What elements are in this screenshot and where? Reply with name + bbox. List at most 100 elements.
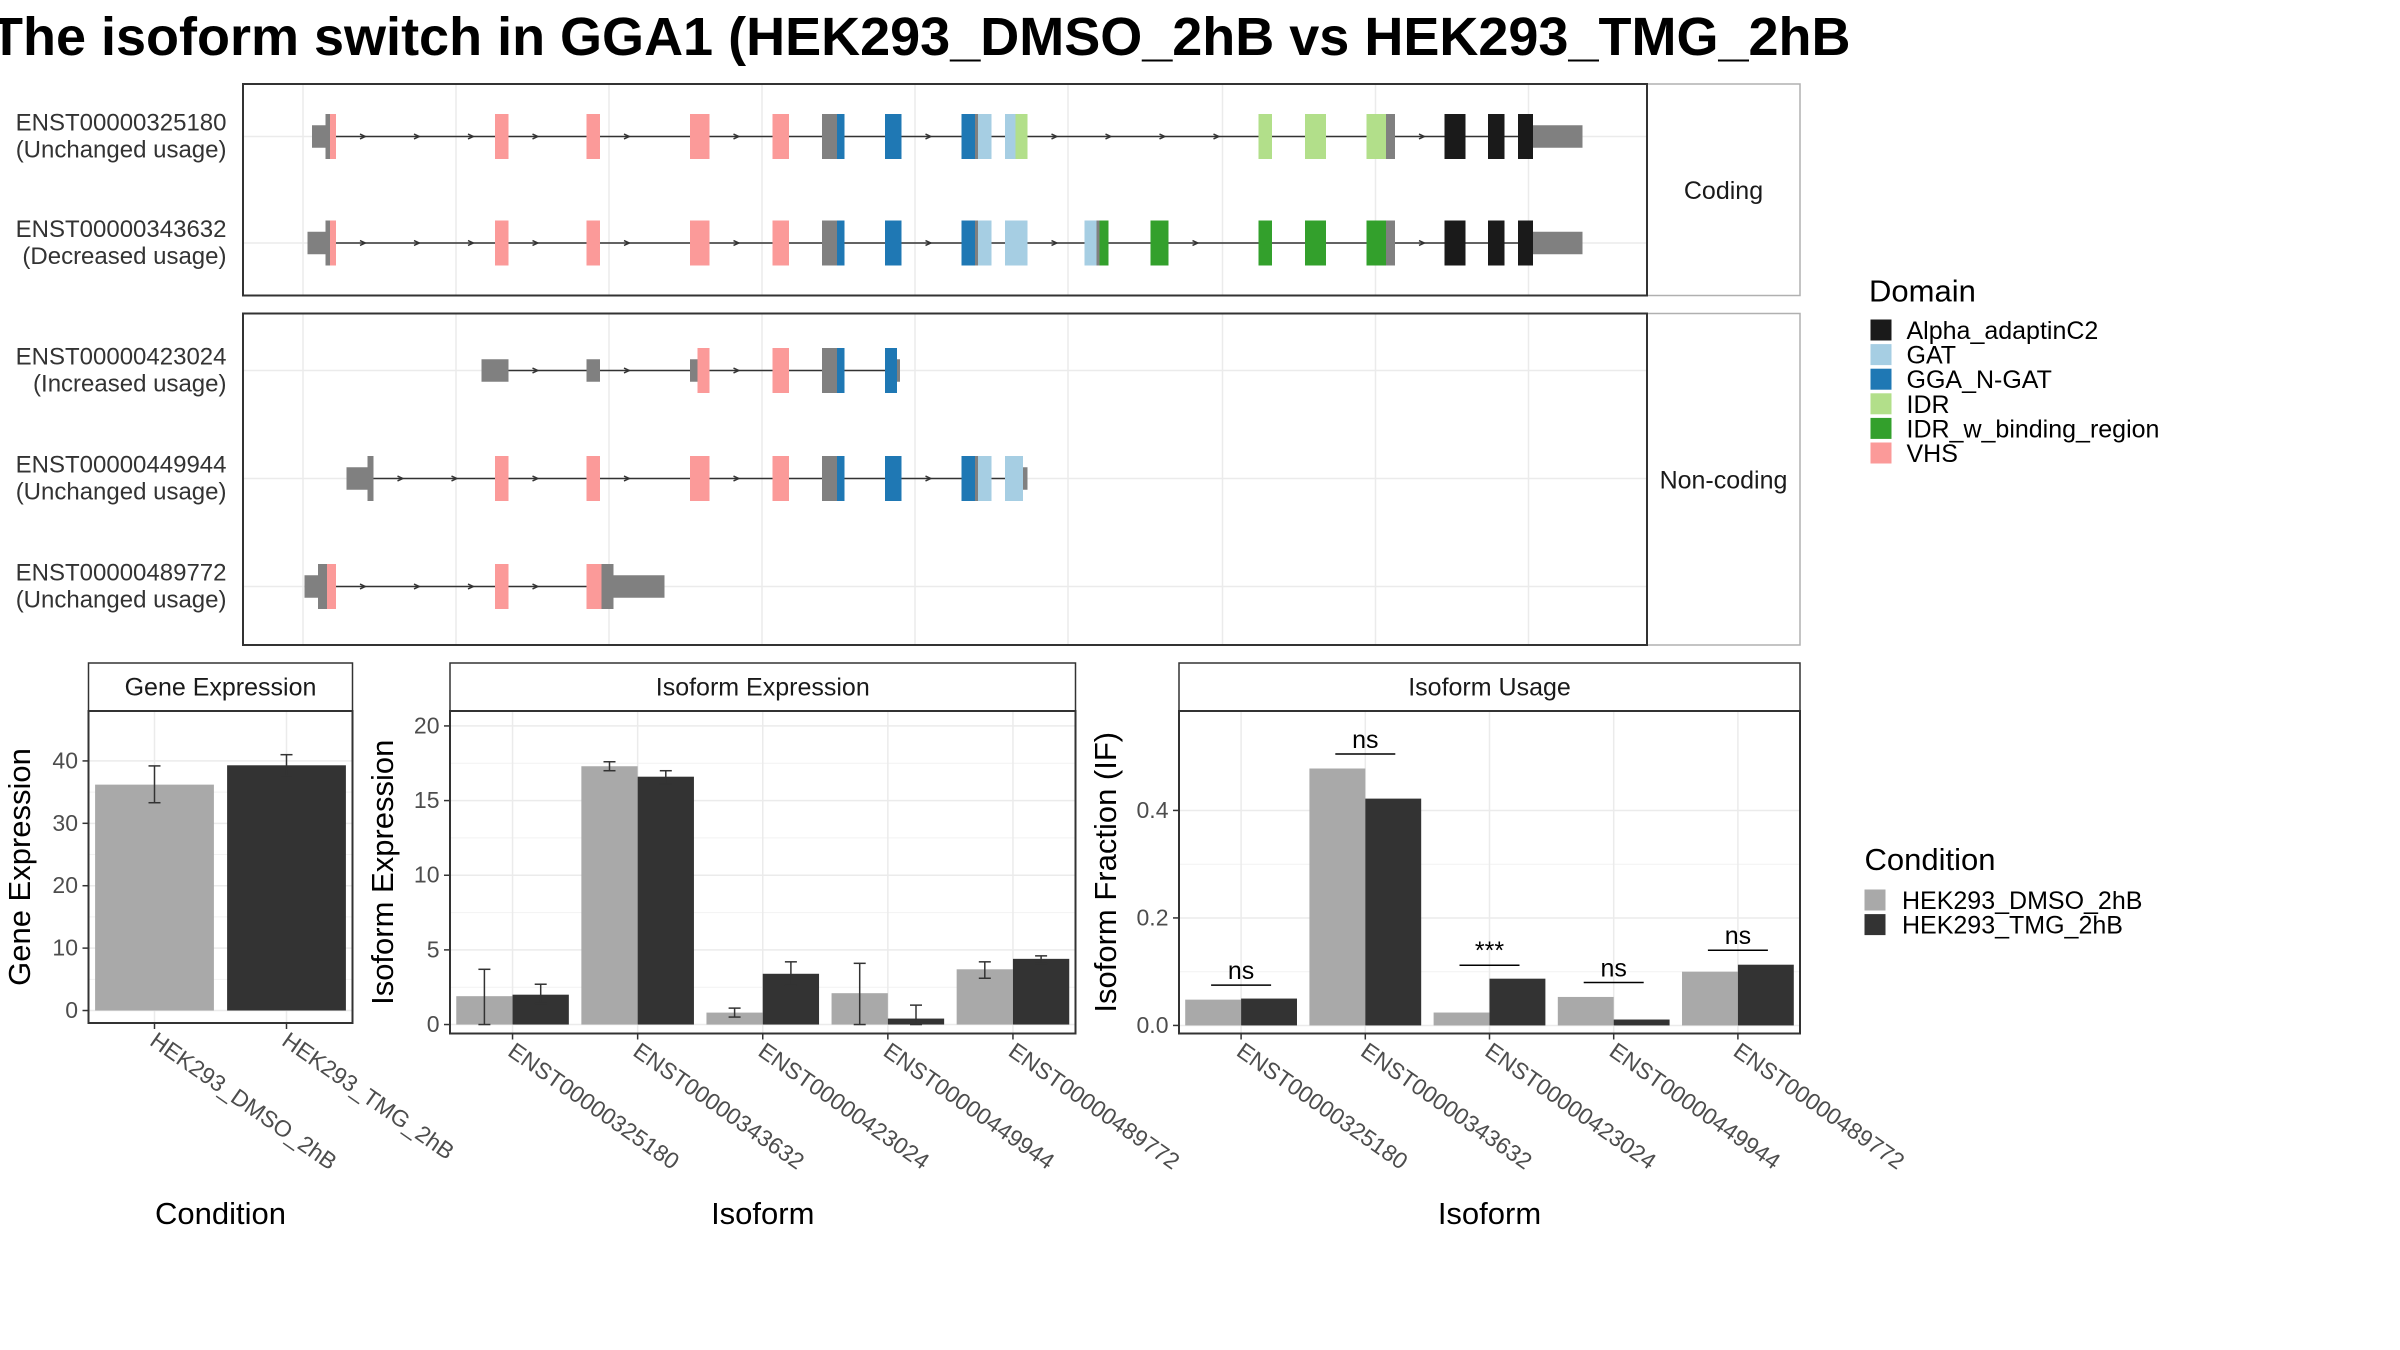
bar	[1557, 996, 1614, 1026]
exon-utr	[822, 114, 837, 159]
intron-arrow	[532, 239, 540, 247]
legend-label: Alpha_adaptinC2	[1907, 317, 2099, 345]
isoform-usage-chart: Isoform Usagensns***nsns0.00.20.4ENST000…	[1088, 662, 1909, 1231]
exon-domain-Alpha_adaptinC2	[1488, 114, 1505, 159]
facet-strip	[1646, 312, 1801, 646]
exon-domain-Alpha_adaptinC2	[1488, 220, 1505, 266]
exon-domain-IDR_w_binding_region	[1305, 220, 1326, 266]
exon-domain-GGA_N-GAT	[837, 220, 845, 266]
facet-label: Coding	[1684, 177, 1763, 205]
panel-background	[243, 84, 1647, 296]
bar	[1433, 1012, 1490, 1026]
exon-domain-GGA_N-GAT	[837, 456, 845, 501]
intron-arrow	[623, 475, 632, 482]
intron-arrow	[733, 367, 741, 374]
legend-key	[1870, 417, 1892, 439]
x-axis-title: Condition	[155, 1196, 286, 1231]
intron-arrow	[532, 583, 540, 590]
intron-arrow	[925, 133, 933, 140]
intron-arrow	[623, 367, 632, 374]
y-tick-label: 5	[427, 936, 440, 962]
x-axis-title: Isoform	[711, 1196, 814, 1231]
intron-arrow	[1051, 239, 1059, 247]
exon-utr	[897, 359, 900, 382]
exon-utr	[318, 564, 327, 609]
intron-arrow	[1192, 239, 1200, 247]
legend-label: HEK293_TMG_2hB	[1902, 912, 2123, 940]
exon-domain-IDR_w_binding_region	[1099, 220, 1109, 266]
significance-label: ns	[1725, 922, 1751, 950]
exon-domain-GAT	[1084, 220, 1097, 266]
y-tick-label: 0.4	[1137, 797, 1169, 823]
exon-domain-VHS	[495, 456, 509, 501]
exon-domain-GGA_N-GAT	[961, 220, 975, 266]
exon-domain-IDR_w_binding_region	[1258, 220, 1272, 266]
exon-domain-VHS	[772, 348, 789, 393]
bar	[1241, 998, 1297, 1026]
y-tick-label: 0	[427, 1011, 440, 1037]
y-axis-title: Gene Expression	[2, 748, 37, 986]
exon-utr	[312, 125, 326, 148]
exon-utr	[1023, 467, 1028, 490]
intron-arrow	[733, 133, 741, 140]
exon-domain-VHS	[330, 114, 336, 159]
exon-domain-GGA_N-GAT	[885, 348, 897, 393]
exon-utr	[690, 359, 698, 382]
exon-utr	[325, 220, 330, 266]
transcript-id-label: ENST00000423024	[16, 344, 227, 371]
exon-domain-IDR	[1258, 114, 1272, 159]
intron-arrow	[451, 475, 459, 482]
exon-utr	[325, 114, 330, 159]
bar	[1012, 958, 1070, 1025]
legend-title: Condition	[1865, 842, 1996, 877]
exon-domain-VHS	[586, 564, 602, 609]
exon-domain-Alpha_adaptinC2	[1444, 220, 1466, 266]
intron-arrow	[467, 133, 476, 140]
intron-arrow	[733, 239, 741, 247]
transcript-id-label: ENST00000343632	[16, 216, 227, 243]
x-axis-title: Isoform	[1438, 1196, 1541, 1231]
legend-title: Domain	[1869, 274, 1976, 309]
exon-utr	[822, 348, 837, 393]
significance-label: ***	[1475, 937, 1504, 965]
transcript-usage-label: (Increased usage)	[33, 371, 226, 398]
bar	[227, 765, 346, 1011]
bar	[706, 1012, 763, 1025]
exon-domain-VHS	[690, 114, 710, 159]
facet-strip	[1646, 83, 1801, 297]
intron-arrow	[532, 475, 540, 482]
exon-domain-VHS	[586, 456, 600, 501]
figure-title: The isoform switch in GGA1 (HEK293_DMSO_…	[0, 7, 1851, 67]
intron-arrow	[623, 239, 632, 247]
exon-domain-Alpha_adaptinC2	[1518, 220, 1533, 266]
exon-domain-VHS	[772, 220, 789, 266]
exon-utr	[346, 467, 368, 490]
facet-strip	[449, 662, 1077, 712]
intron-arrow	[413, 133, 422, 140]
chart-title: Gene Expression	[125, 673, 317, 701]
exon-domain-VHS	[586, 220, 600, 266]
y-tick-label: 15	[414, 787, 440, 813]
y-tick-label: 40	[52, 747, 78, 773]
intron-arrow	[413, 239, 422, 247]
transcript-usage-label: (Decreased usage)	[22, 243, 226, 270]
exon-domain-VHS	[495, 114, 509, 159]
exon-utr	[975, 456, 978, 501]
y-axis-title: Isoform Expression	[365, 740, 400, 1005]
intron-arrow	[1105, 133, 1113, 140]
exon-domain-IDR	[1015, 114, 1028, 159]
exon-domain-IDR_w_binding_region	[1366, 220, 1386, 266]
bar	[1682, 971, 1738, 1026]
intron-arrow	[1418, 133, 1427, 140]
legend-label: GAT	[1907, 342, 1957, 370]
exon-utr	[613, 575, 665, 598]
intron-arrow	[532, 133, 540, 140]
exon-domain-GGA_N-GAT	[961, 456, 975, 501]
exon-utr	[1533, 125, 1583, 148]
transcript-usage-label: (Unchanged usage)	[16, 479, 227, 506]
exon-utr	[481, 359, 509, 382]
exon-utr	[975, 114, 978, 159]
exon-domain-VHS	[330, 220, 336, 266]
